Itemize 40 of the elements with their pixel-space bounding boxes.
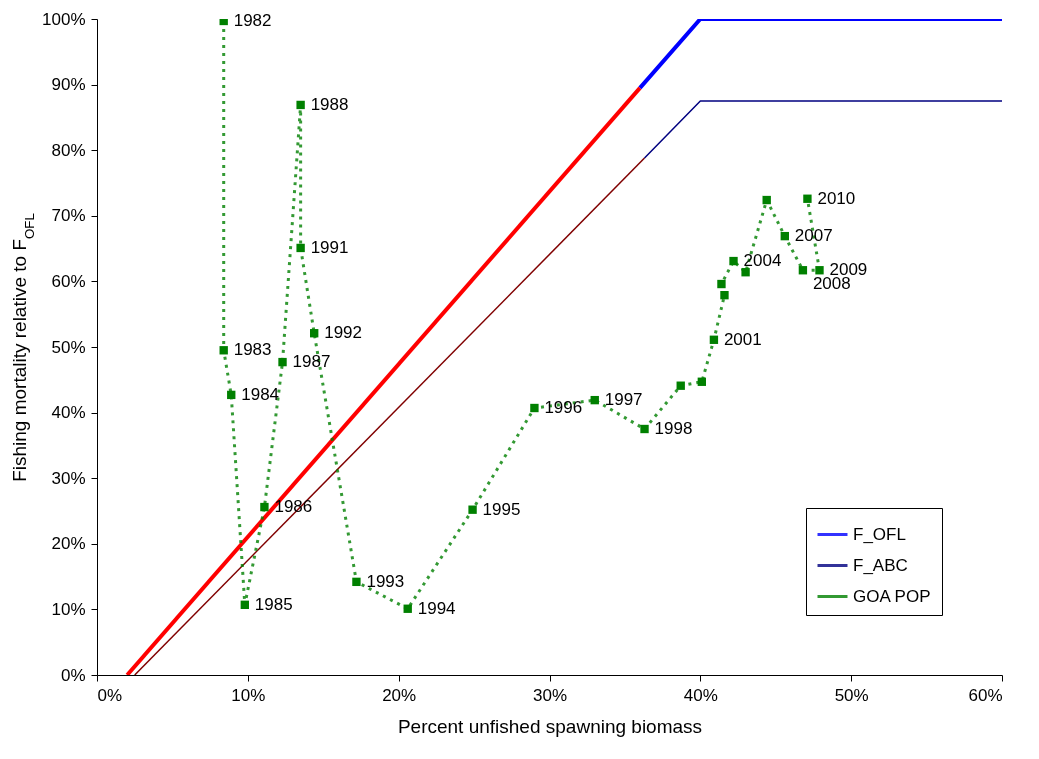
x-tick-label: 50% xyxy=(834,685,869,705)
annotation: 1992 xyxy=(324,323,363,343)
x-tick-label: 40% xyxy=(683,685,718,705)
y-tick-label: 20% xyxy=(51,534,86,554)
annotation: 2010 xyxy=(817,188,856,208)
legend-label: F_ABC xyxy=(853,555,908,575)
legend-label: GOA POP xyxy=(853,586,931,606)
annotation: 1995 xyxy=(482,499,521,519)
annotation: 1987 xyxy=(292,352,331,372)
y-tick-label: 50% xyxy=(51,337,86,357)
annotation: 1985 xyxy=(254,594,293,614)
x-tick-label: 30% xyxy=(532,685,568,705)
y-tick-label: 30% xyxy=(51,468,86,488)
y-tick-label: 90% xyxy=(51,75,86,95)
x-tick-label: 0% xyxy=(97,685,123,705)
annotation: 1984 xyxy=(241,384,280,404)
annotation: 2007 xyxy=(794,226,833,246)
x-tick-label: 60% xyxy=(968,685,1003,705)
annotation: 1997 xyxy=(604,390,643,410)
y-tick-label: 10% xyxy=(51,599,86,619)
x-axis-title: Percent unfished spawning biomass xyxy=(397,715,703,737)
x-tick-label: 10% xyxy=(231,685,266,705)
annotation: 1991 xyxy=(310,237,349,257)
y-tick-label: 80% xyxy=(51,140,86,160)
x-tick-label: 20% xyxy=(382,685,417,705)
annotation: 1983 xyxy=(233,340,272,360)
annotation: 1994 xyxy=(417,598,456,618)
y-tick-label: 0% xyxy=(60,665,86,685)
annotation: 1998 xyxy=(654,419,693,438)
y-tick-label: 40% xyxy=(51,403,86,423)
annotation: 1982 xyxy=(233,10,272,30)
annotation: 2004 xyxy=(743,251,782,271)
y-tick-label: 100% xyxy=(42,9,86,29)
legend-label: F_OFL xyxy=(853,524,906,544)
annotation: 1996 xyxy=(544,398,583,418)
annotation: 2001 xyxy=(723,329,762,349)
y-tick-label: 70% xyxy=(51,206,86,226)
annotation: 1988 xyxy=(310,94,349,114)
y-tick-label: 60% xyxy=(51,271,86,291)
annotation: 1993 xyxy=(366,571,405,591)
